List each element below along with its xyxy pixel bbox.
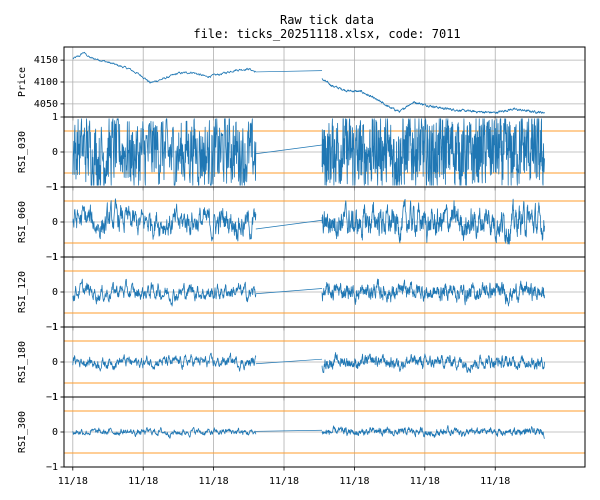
series-line bbox=[255, 429, 323, 432]
series-line bbox=[255, 358, 323, 365]
series-line bbox=[255, 70, 323, 73]
series-line bbox=[72, 352, 257, 372]
y-tick-label: −1 bbox=[46, 252, 58, 263]
panel-3: −1 0 1 RSI_060 bbox=[17, 182, 586, 263]
panel-4: −1 0 1 RSI_120 bbox=[17, 252, 586, 333]
y-tick-label: 1 bbox=[52, 112, 58, 123]
series-line bbox=[321, 425, 545, 439]
chart-title: Raw tick data bbox=[280, 13, 374, 27]
y-tick-label: 0 bbox=[52, 217, 58, 228]
series-line bbox=[72, 198, 257, 242]
y-axis-label: RSI_300 bbox=[17, 411, 28, 453]
x-tick-label: 11/18 bbox=[410, 476, 440, 487]
y-tick-label: 1 bbox=[52, 322, 58, 333]
y-tick-label: 1 bbox=[52, 252, 58, 263]
series-line bbox=[321, 278, 545, 307]
panel-1: 4050 4100 4150 Price bbox=[17, 46, 586, 121]
x-tick-label: 11/18 bbox=[269, 476, 299, 487]
y-tick-label: 4150 bbox=[34, 55, 58, 66]
y-tick-label: −1 bbox=[46, 392, 58, 403]
x-tick-label: 11/18 bbox=[480, 476, 510, 487]
series-line bbox=[255, 288, 323, 295]
series-line bbox=[255, 219, 323, 230]
chart-subtitle: file: ticks_20251118.xlsx, code: 7011 bbox=[193, 27, 460, 41]
series-line bbox=[321, 78, 545, 114]
x-tick-label: 11/18 bbox=[58, 476, 88, 487]
x-tick-label: 11/18 bbox=[339, 476, 369, 487]
panels-group: 405041004150Price−101RSI_030−101RSI_060−… bbox=[17, 46, 586, 487]
y-tick-label: 0 bbox=[52, 427, 58, 438]
series-line bbox=[72, 118, 257, 186]
y-axis-label: RSI_030 bbox=[17, 131, 28, 173]
y-tick-label: 0 bbox=[52, 147, 58, 158]
y-tick-label: 1 bbox=[52, 182, 58, 193]
y-tick-label: 1 bbox=[52, 392, 58, 403]
series-line bbox=[321, 118, 545, 186]
y-tick-label: −1 bbox=[46, 462, 58, 473]
series-line bbox=[321, 352, 545, 374]
y-tick-label: 4050 bbox=[34, 99, 58, 110]
y-tick-label: 0 bbox=[52, 287, 58, 298]
y-axis-label: RSI_120 bbox=[17, 271, 28, 313]
y-axis-label: Price bbox=[17, 67, 28, 97]
y-tick-label: 0 bbox=[52, 357, 58, 368]
y-axis-label: RSI_060 bbox=[17, 201, 28, 243]
y-axis-label: RSI_180 bbox=[17, 341, 28, 383]
x-tick-label: 11/18 bbox=[199, 476, 229, 487]
y-tick-label: 4100 bbox=[34, 77, 58, 88]
panel-5: −1 0 1 RSI_180 bbox=[17, 322, 586, 403]
panel-6: −1 0 1 11/18 11/18 11/18 11/18 11/18 11/18 11/18 R… bbox=[17, 392, 586, 487]
series-line bbox=[72, 427, 257, 439]
panel-2: −1 0 1 RSI_030 bbox=[17, 112, 586, 193]
x-tick-label: 11/18 bbox=[128, 476, 158, 487]
series-line bbox=[72, 51, 256, 84]
series-line bbox=[255, 144, 323, 155]
series-line bbox=[72, 278, 257, 307]
y-tick-label: −1 bbox=[46, 182, 58, 193]
y-tick-label: −1 bbox=[46, 322, 58, 333]
series-line bbox=[321, 198, 545, 245]
